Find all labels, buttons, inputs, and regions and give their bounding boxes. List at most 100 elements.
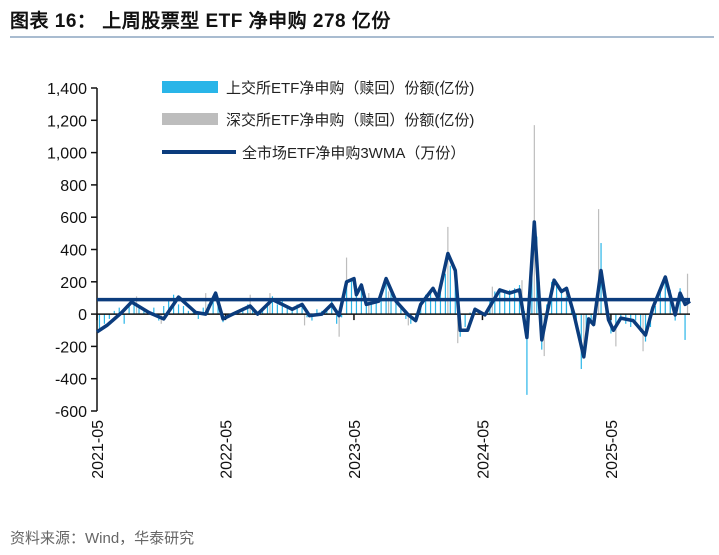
bar-sh	[311, 314, 313, 321]
bar-sh	[654, 306, 657, 315]
bar-sz	[686, 273, 689, 315]
line-3wma	[96, 220, 691, 359]
bar-sh	[585, 314, 587, 334]
bar-sh	[684, 314, 686, 340]
legend-label-sz: 深交所ETF净申购（赎回）份额(亿份)	[226, 111, 474, 129]
bar-sh	[252, 309, 254, 315]
bar-sh	[659, 291, 661, 315]
bar-sh	[153, 307, 155, 315]
bar-sh	[560, 291, 563, 315]
y-tick-label: 800	[60, 178, 87, 195]
bar-sh	[276, 304, 278, 315]
bar-sz	[338, 314, 340, 337]
bar-sh	[615, 314, 617, 329]
bar-sh	[143, 309, 145, 315]
bar-sh	[385, 276, 387, 315]
x-tick-label: 2024-05	[475, 420, 492, 479]
bar-sh	[434, 299, 437, 315]
bar-sh	[380, 289, 382, 315]
bar-sh	[266, 304, 269, 315]
x-tick-label: 2025-05	[604, 420, 621, 479]
y-tick-label: -600	[55, 404, 87, 421]
bar-sh	[291, 309, 293, 315]
bar-sz	[407, 314, 409, 326]
bar-sh	[247, 304, 249, 315]
bar-sh	[271, 296, 274, 315]
bar-sh	[390, 291, 392, 315]
bar-sh	[108, 314, 110, 319]
bar-sh	[494, 291, 496, 315]
y-tick-label: 200	[60, 275, 87, 292]
bar-sh	[133, 302, 135, 315]
x-tick-label: 2023-05	[347, 420, 364, 479]
bar-sh	[400, 307, 402, 315]
y-tick-label: 1,400	[47, 81, 87, 98]
bar-sh	[469, 312, 471, 315]
bar-sh	[286, 307, 288, 315]
bar-sh	[395, 301, 397, 315]
source-note: 资料来源：Wind，华泰研究	[10, 530, 195, 547]
bar-sh	[296, 304, 298, 315]
bar-sz	[597, 209, 600, 315]
legend-swatch-sh	[162, 81, 218, 93]
y-tick-label: 600	[60, 210, 87, 227]
bar-sh	[590, 314, 592, 324]
legend-label-sh: 上交所ETF净申购（赎回）份额(亿份)	[226, 79, 474, 97]
bar-sh	[674, 314, 676, 321]
bar-sh	[123, 314, 125, 324]
bar-sz	[457, 314, 459, 344]
legend-label-3wma: 全市场ETF净申购3WMA（万份）	[242, 144, 465, 162]
bar-sh	[635, 314, 637, 321]
x-tick-label: 2022-05	[218, 420, 235, 479]
bar-sh	[425, 294, 427, 315]
bar-sh	[365, 299, 367, 315]
bar-sh	[464, 314, 466, 328]
bar-sh	[118, 307, 120, 315]
bar-sh	[370, 304, 372, 315]
bar-sh	[639, 314, 642, 332]
bar-sh	[504, 293, 506, 315]
legend-swatch-sz	[162, 113, 218, 125]
bar-sz	[615, 314, 617, 347]
bar-sh	[98, 314, 101, 329]
bar-sh	[331, 301, 333, 315]
bar-sh	[429, 289, 432, 315]
bar-sh	[341, 314, 343, 318]
y-tick-label: -400	[55, 372, 87, 389]
bar-sh	[350, 280, 353, 315]
bar-sh	[444, 273, 446, 315]
bar-sh	[281, 299, 283, 315]
bar-sz	[205, 293, 207, 315]
bar-sh	[103, 314, 106, 324]
bar-sh	[439, 289, 442, 315]
bar-sh	[182, 306, 185, 315]
bar-sh	[336, 314, 338, 324]
chart-title: 图表 16： 上周股票型 ETF 净申购 278 亿份	[10, 11, 391, 32]
bar-sz	[583, 314, 585, 350]
bar-sz	[447, 226, 449, 315]
bar-sh	[163, 306, 165, 315]
y-tick-label: 1,200	[47, 113, 87, 130]
bar-sh	[526, 314, 528, 395]
bar-sh	[375, 301, 377, 315]
y-tick-label: 400	[60, 243, 87, 260]
bar-sh	[405, 314, 407, 319]
bar-sh	[531, 265, 533, 315]
title-divider	[10, 36, 714, 38]
bar-sh	[138, 307, 140, 315]
bar-sh	[301, 302, 303, 315]
bar-sh	[197, 314, 199, 319]
bar-sh	[509, 289, 511, 315]
bar-sh	[113, 310, 115, 315]
bar-sh	[202, 307, 204, 315]
bar-sh	[449, 265, 451, 315]
bar-sh	[212, 296, 214, 315]
bar-sh	[168, 299, 170, 315]
bar-sh	[128, 304, 130, 315]
bar-sh	[316, 309, 318, 315]
y-tick-label: -200	[55, 339, 87, 356]
bar-sz	[533, 125, 535, 315]
bar-sh	[306, 314, 308, 318]
bar-sh	[177, 304, 180, 315]
